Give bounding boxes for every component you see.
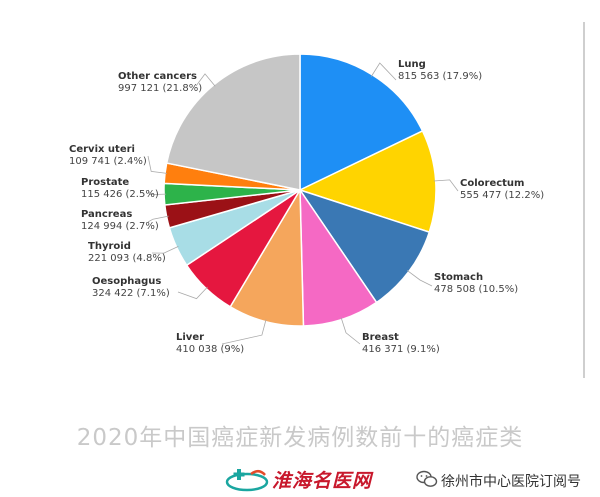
- leader-line: [177, 286, 208, 300]
- slice-label-value: 115 426 (2.5%): [81, 189, 159, 200]
- slice-label-name: Prostate: [81, 177, 129, 188]
- leader-line: [147, 155, 168, 174]
- slice-label-value: 410 038 (9%): [176, 344, 244, 355]
- slice-label-value: 815 563 (17.9%): [398, 71, 482, 82]
- account-name: 徐州市中心医院订阅号: [441, 474, 581, 490]
- slice-label-value: 997 121 (21.8%): [118, 83, 202, 94]
- leader-line: [340, 317, 361, 345]
- slice-label-value: 555 477 (12.2%): [460, 190, 544, 201]
- slice-label-value: 478 508 (10.5%): [434, 284, 518, 295]
- slice-label-name: Pancreas: [81, 209, 132, 220]
- slice-label-name: Liver: [176, 332, 204, 343]
- slice-label-name: Breast: [362, 332, 399, 343]
- slice-label-name: Colorectum: [460, 178, 524, 189]
- slice-label-name: Stomach: [434, 272, 483, 283]
- slice-label-name: Lung: [398, 59, 426, 70]
- slice-label-name: Other cancers: [118, 71, 197, 82]
- slice-label-name: Oesophagus: [92, 276, 161, 287]
- slice-label-value: 221 093 (4.8%): [88, 253, 166, 264]
- leader-line: [195, 73, 216, 87]
- slice-label-value: 324 422 (7.1%): [92, 288, 170, 299]
- slice-label-value: 416 371 (9.1%): [362, 344, 440, 355]
- logo-icon: [225, 469, 269, 492]
- pie-chart: Lung 815 563 (17.9%) Colorectum 555 477 (12…: [69, 53, 544, 355]
- leader-line: [370, 62, 397, 81]
- slice-label-value: 124 994 (2.7%): [81, 221, 159, 232]
- leader-line: [221, 319, 267, 345]
- divider-line: [583, 22, 585, 378]
- leader-line: [406, 270, 433, 287]
- logo-text: 淮海名医网: [272, 470, 373, 492]
- chart-caption: 2020年中国癌症新发病例数前十的癌症类: [76, 425, 524, 451]
- wechat-icon: [416, 470, 438, 487]
- leader-line: [147, 189, 167, 196]
- slice-label-name: Thyroid: [88, 241, 131, 252]
- footer-bar: 淮海名医网 徐州市中心医院订阅号: [0, 462, 600, 497]
- leader-line: [433, 179, 459, 192]
- leader-line: [147, 215, 169, 223]
- slice-label-name: Cervix uteri: [69, 144, 135, 155]
- slice-label-value: 109 741 (2.4%): [69, 156, 147, 167]
- leader-line: [151, 246, 179, 254]
